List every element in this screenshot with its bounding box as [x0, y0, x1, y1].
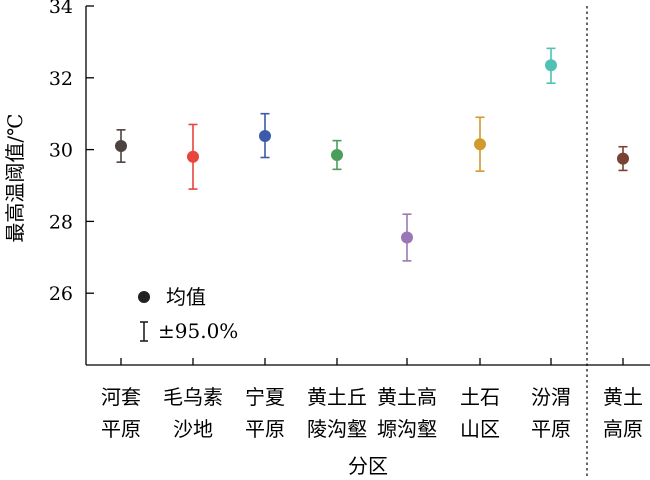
y-tick-label: 26	[49, 283, 73, 305]
y-ticks: 26 28 30 32 34	[49, 0, 94, 305]
series-point-group	[545, 47, 557, 84]
series-point-group	[331, 139, 343, 171]
series-point-group	[617, 145, 629, 172]
series-point-group	[187, 123, 199, 190]
x-category-label-line2: 沙地	[173, 417, 213, 441]
x-category-label-line2: 平原	[531, 417, 571, 441]
axes	[85, 6, 650, 366]
x-category-label-line1: 黄土	[603, 385, 643, 409]
y-tick-label: 32	[49, 68, 73, 90]
series-point-group	[115, 129, 127, 163]
legend-mean-label: 均值	[166, 285, 206, 309]
mean-point	[259, 129, 271, 142]
x-category-label-line1: 宁夏	[245, 385, 285, 409]
mean-point	[187, 150, 199, 163]
y-tick-label: 34	[49, 0, 73, 18]
x-category-label-line2: 塬沟壑	[377, 417, 437, 441]
x-category-label-line1: 土石	[460, 385, 500, 409]
mean-point	[115, 140, 127, 153]
x-category-label-line2: 平原	[101, 417, 141, 441]
series-point-group	[259, 112, 271, 159]
y-tick-label: 30	[49, 140, 73, 162]
legend-errorbar-marker	[140, 321, 148, 342]
legend: 均值 ±95.0%	[138, 285, 238, 343]
mean-point	[474, 138, 486, 151]
x-axis-title: 分区	[348, 454, 388, 478]
x-category-label-line1: 汾渭	[531, 385, 571, 409]
legend-errorbar-label: ±95.0%	[158, 319, 238, 343]
x-category-label-line2: 平原	[245, 417, 285, 441]
y-axis-title: 最高温阈值/℃	[3, 113, 27, 242]
legend-mean-marker	[138, 291, 150, 303]
mean-point	[617, 152, 629, 165]
mean-point	[331, 148, 343, 161]
x-category-label-line2: 山区	[460, 417, 500, 441]
x-category-label-line1: 黄土高	[377, 385, 437, 409]
y-tick-label: 28	[49, 211, 73, 233]
series-point-group	[401, 213, 413, 262]
x-category-label-line1: 毛乌素	[163, 385, 223, 409]
data-series	[115, 47, 629, 262]
mean-point	[545, 59, 557, 72]
x-category-label-line2: 陵沟壑	[307, 417, 367, 441]
x-category-label-line1: 河套	[101, 385, 141, 409]
x-category-label-line2: 高原	[603, 417, 643, 441]
mean-point	[401, 231, 413, 244]
x-category-label-line1: 黄土丘	[307, 385, 367, 409]
series-point-group	[474, 116, 486, 172]
